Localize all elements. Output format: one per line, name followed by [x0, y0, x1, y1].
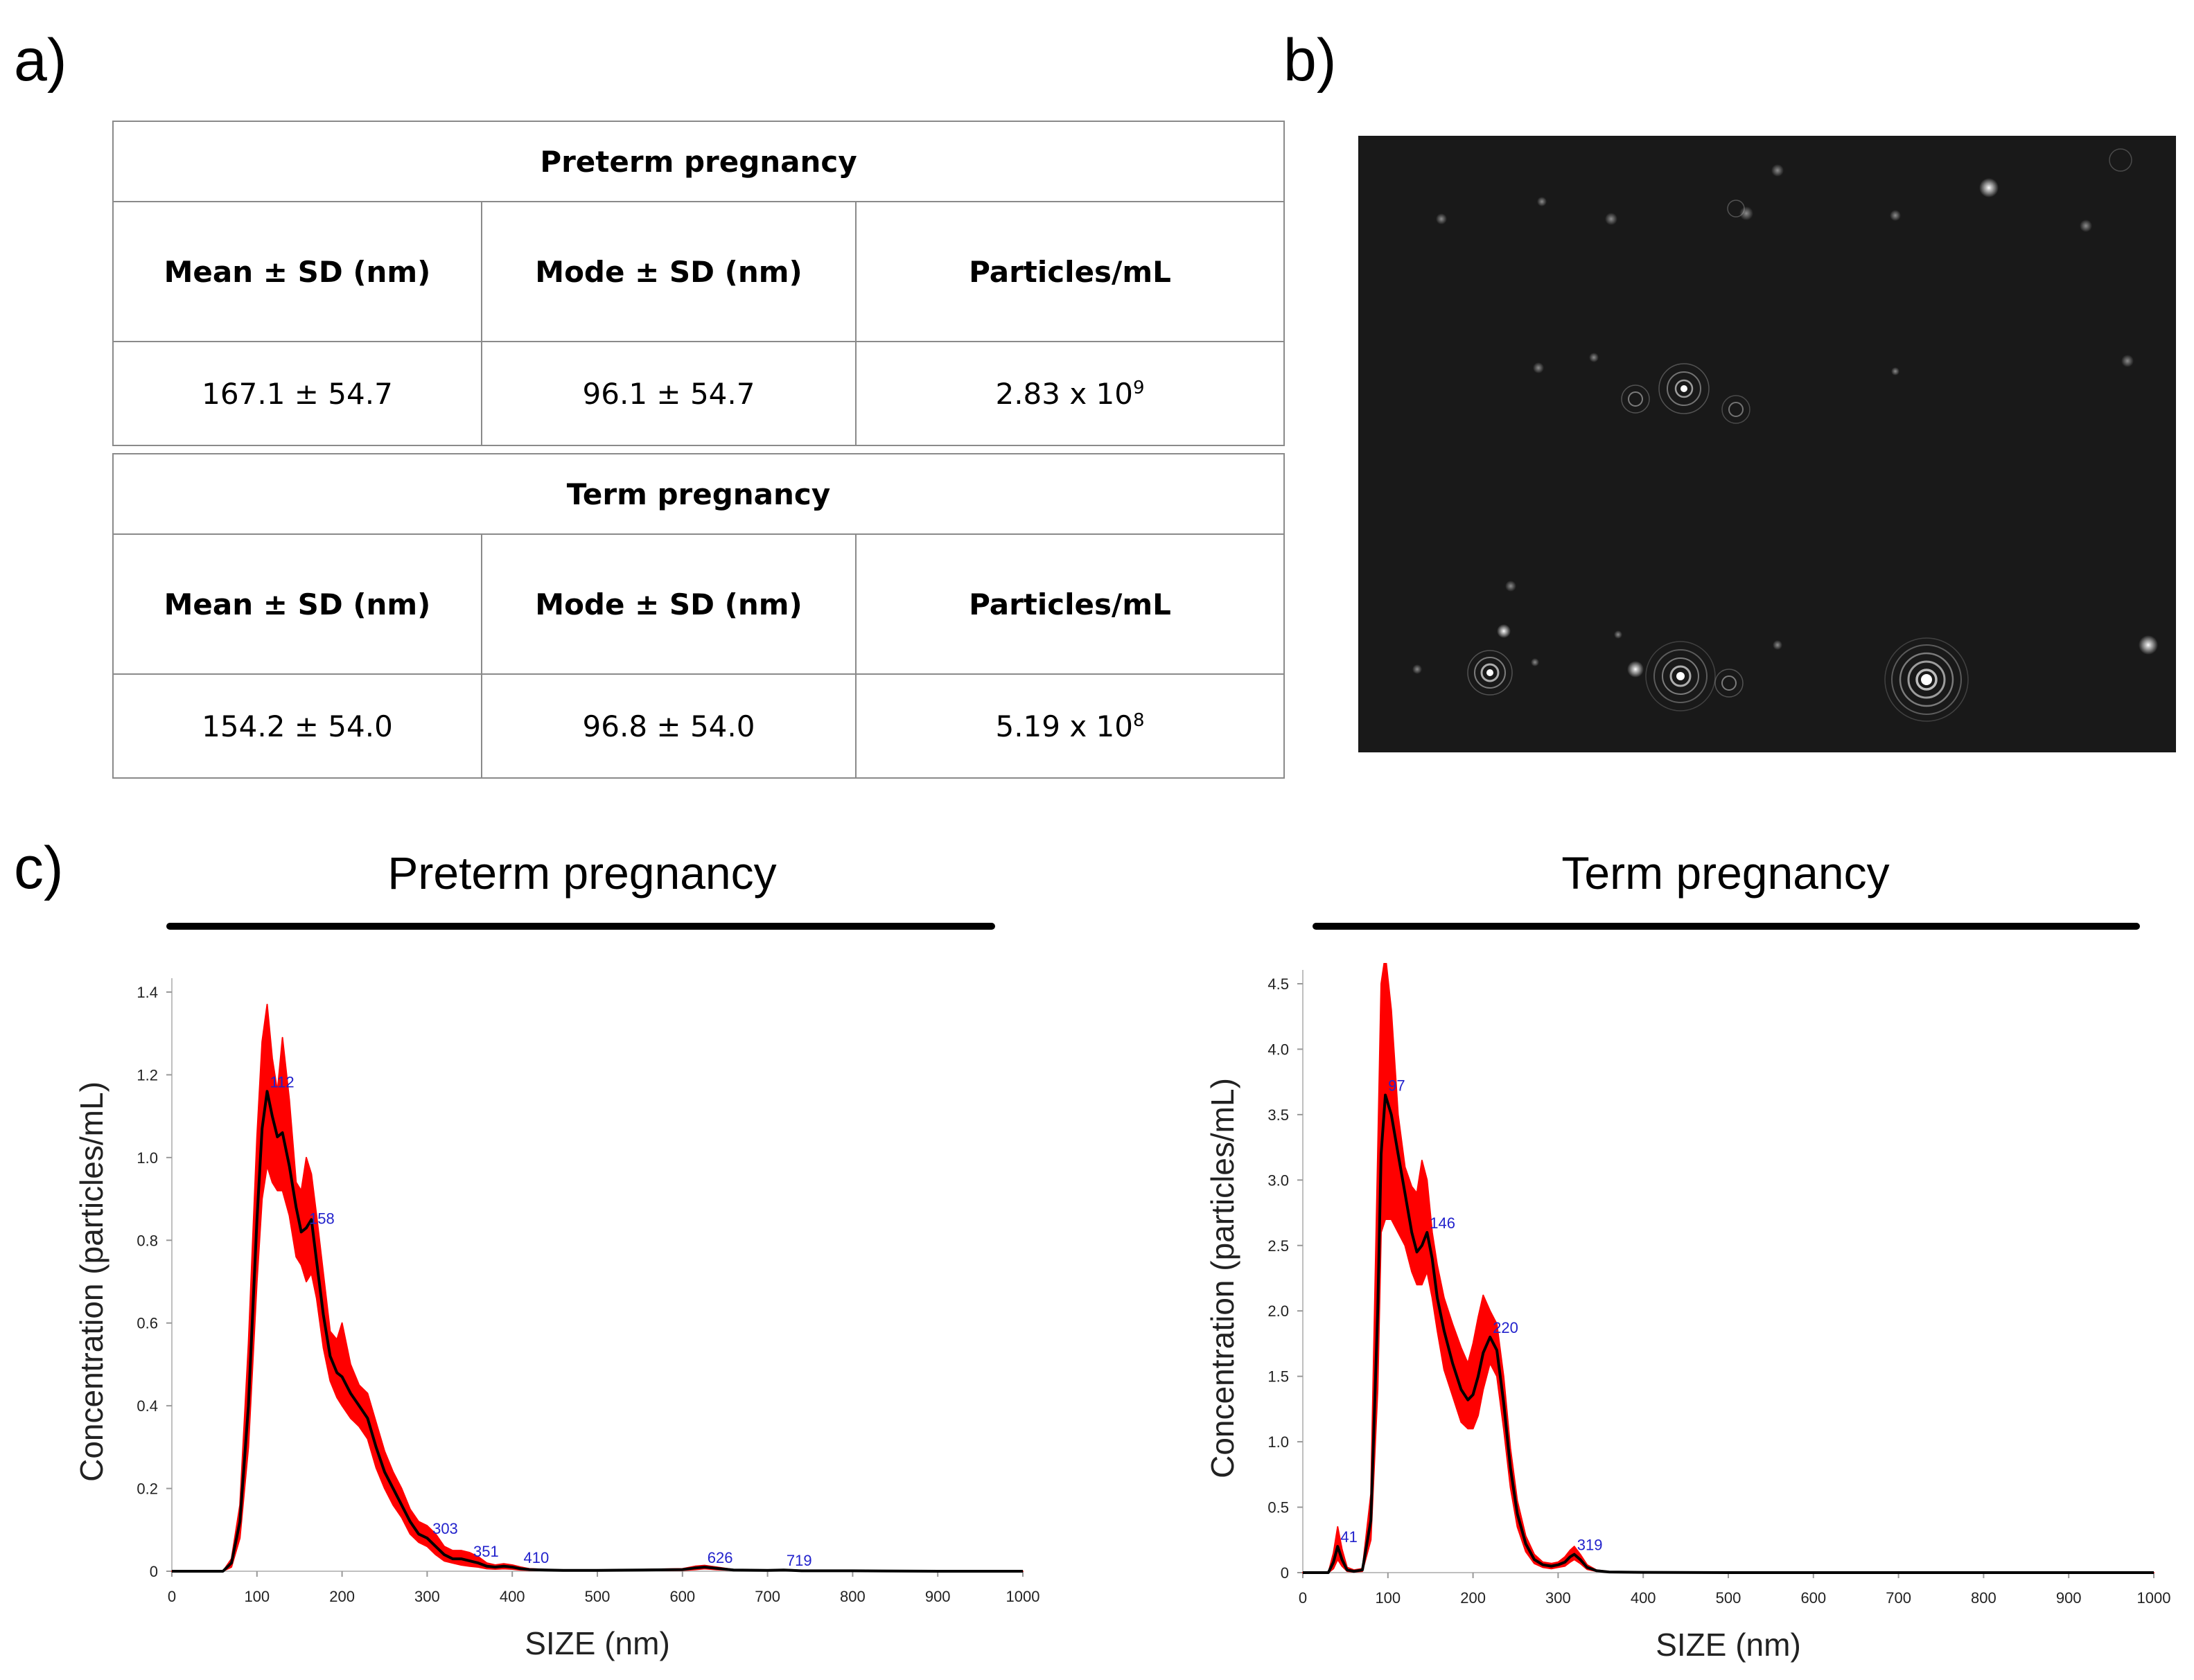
- x-tick-label: 600: [669, 1588, 695, 1605]
- y-tick-label: 2.0: [1267, 1302, 1289, 1320]
- y-tick-label: 1.0: [1267, 1433, 1289, 1451]
- y-tick-label: 4.5: [1267, 975, 1289, 993]
- peak-label: 112: [270, 1073, 295, 1090]
- y-tick-label: 1.0: [137, 1149, 158, 1167]
- y-tick-label: 0.8: [137, 1232, 158, 1249]
- mean-distribution-line: [1303, 1093, 2154, 1574]
- panel-label-b: b): [1283, 27, 1337, 94]
- peak-label: 220: [1493, 1319, 1518, 1336]
- y-tick-label: 0: [1281, 1564, 1289, 1582]
- section-title-preterm: Preterm pregnancy: [387, 847, 777, 899]
- table-caption-term: Term pregnancy: [112, 453, 1285, 535]
- header-particles: Particles/mL: [854, 201, 1285, 342]
- section-title-underline: [1313, 923, 2140, 930]
- peak-label: 410: [523, 1549, 549, 1566]
- particle-spots: [1412, 164, 2158, 678]
- peak-label: 719: [787, 1552, 812, 1569]
- nanoparticle-microscopy-image: [1358, 136, 2176, 752]
- preterm-summary-table: Preterm pregnancy Mean ± SD (nm) Mode ± …: [112, 121, 1285, 446]
- preterm-particles-value: 2.83 x 109: [854, 341, 1285, 446]
- term-particles-value: 5.19 x 108: [855, 673, 1285, 779]
- y-tick-label: 0: [150, 1563, 158, 1580]
- panel-label-c: c): [14, 835, 64, 901]
- y-tick-label: 0.4: [137, 1397, 158, 1415]
- panel-label-a: a): [14, 27, 67, 94]
- header-particles: Particles/mL: [855, 533, 1285, 675]
- x-axis-label: SIZE (nm): [1656, 1627, 1801, 1663]
- preterm-size-distribution-chart: 0 0.2 0.4 0.6 0.8 1.0 1.2 1.4 0 100 200 300 400 500 60…: [73, 978, 1040, 1661]
- x-tick-label: 800: [1971, 1589, 1996, 1607]
- section-title-underline: [166, 923, 995, 930]
- header-mode: Mode ± SD (nm): [481, 533, 857, 675]
- x-tick-label: 700: [1886, 1589, 1911, 1607]
- term-mean-value: 154.2 ± 54.0: [112, 673, 482, 779]
- preterm-mean-value: 167.1 ± 54.7: [112, 341, 482, 446]
- preterm-particles-exponent: 9: [1132, 377, 1145, 398]
- preterm-particles-base: 2.83 x 10: [995, 376, 1133, 411]
- diffraction-rings: [1467, 148, 2132, 722]
- x-tick-label: 600: [1800, 1589, 1826, 1607]
- error-band: [171, 1003, 1024, 1572]
- y-tick-label: 0.2: [137, 1480, 158, 1498]
- section-title-term: Term pregnancy: [1561, 847, 1890, 899]
- peak-label: 303: [432, 1520, 458, 1537]
- x-tick-label: 1000: [1006, 1588, 1040, 1605]
- peak-label: 351: [473, 1543, 499, 1560]
- y-tick-label: 1.5: [1267, 1368, 1289, 1386]
- x-tick-label: 300: [1545, 1589, 1571, 1607]
- x-tick-label: 500: [1716, 1589, 1741, 1607]
- x-tick-label: 100: [1375, 1589, 1401, 1607]
- peak-label: 158: [309, 1210, 335, 1227]
- term-summary-table: Term pregnancy Mean ± SD (nm) Mode ± SD …: [112, 453, 1285, 779]
- y-tick-label: 0.5: [1267, 1499, 1289, 1517]
- peak-label: 626: [708, 1549, 733, 1566]
- x-tick-label: 200: [1460, 1589, 1486, 1607]
- preterm-mode-value: 96.1 ± 54.7: [481, 341, 857, 446]
- x-tick-label: 800: [840, 1588, 866, 1605]
- x-tick-label: 100: [244, 1588, 270, 1605]
- y-tick-label: 2.5: [1267, 1237, 1289, 1255]
- header-mode: Mode ± SD (nm): [481, 201, 857, 342]
- peak-label: 41: [1340, 1528, 1357, 1546]
- table-caption-preterm: Preterm pregnancy: [112, 121, 1285, 202]
- term-particles-base: 5.19 x 10: [995, 709, 1133, 743]
- x-tick-label: 0: [1299, 1589, 1307, 1607]
- y-tick-label: 1.4: [137, 984, 158, 1001]
- y-axis-label: Concentration (particles/mL): [73, 1081, 109, 1482]
- peak-label: 319: [1577, 1537, 1603, 1554]
- x-tick-label: 700: [755, 1588, 780, 1605]
- peak-label: 97: [1388, 1077, 1405, 1095]
- x-tick-label: 0: [168, 1588, 176, 1605]
- y-tick-label: 3.0: [1267, 1171, 1289, 1189]
- mean-distribution-line: [172, 1090, 1023, 1573]
- y-axis-label: Concentration (particles/mL): [1204, 1078, 1240, 1478]
- header-mean: Mean ± SD (nm): [112, 201, 482, 342]
- term-mode-value: 96.8 ± 54.0: [481, 673, 857, 779]
- x-tick-label: 400: [500, 1588, 525, 1605]
- term-size-distribution-chart: 0 0.5 1.0 1.5 2.0 2.5 3.0 3.5 4.0 4.5 0 100 200 300 40…: [1204, 963, 2171, 1663]
- term-particles-exponent: 8: [1132, 709, 1145, 731]
- header-mean: Mean ± SD (nm): [112, 533, 482, 675]
- x-tick-label: 300: [414, 1588, 440, 1605]
- y-tick-label: 3.5: [1267, 1106, 1289, 1124]
- x-axis-label: SIZE (nm): [525, 1625, 670, 1661]
- peak-label: 146: [1430, 1214, 1455, 1232]
- x-tick-label: 1000: [2137, 1589, 2171, 1607]
- x-tick-label: 200: [329, 1588, 355, 1605]
- y-tick-label: 0.6: [137, 1315, 158, 1332]
- error-band: [1302, 963, 2154, 1573]
- y-tick-label: 4.0: [1267, 1041, 1289, 1058]
- x-tick-label: 500: [585, 1588, 611, 1605]
- x-tick-label: 400: [1631, 1589, 1656, 1607]
- x-tick-label: 900: [925, 1588, 951, 1605]
- x-tick-label: 900: [2056, 1589, 2082, 1607]
- y-tick-label: 1.2: [137, 1066, 158, 1084]
